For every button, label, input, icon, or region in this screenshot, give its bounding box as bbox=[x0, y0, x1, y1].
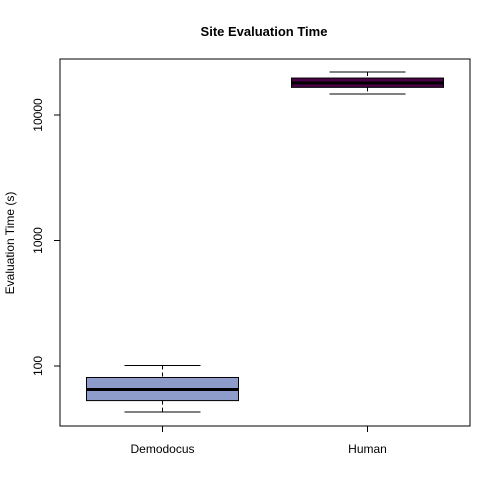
box-demodocus bbox=[86, 364, 239, 413]
y-axis: 100 1000 10000 bbox=[31, 98, 61, 376]
box-human bbox=[291, 71, 444, 95]
boxes bbox=[86, 71, 444, 413]
y-tick-label: 100 bbox=[31, 356, 45, 376]
chart-title: Site Evaluation Time bbox=[201, 24, 328, 39]
y-tick-label: 10000 bbox=[31, 98, 45, 132]
x-tick-label: Human bbox=[348, 442, 387, 456]
y-axis-label: Evaluation Time (s) bbox=[3, 192, 17, 295]
y-tick-label: 1000 bbox=[31, 227, 45, 254]
x-axis: Demodocus Human bbox=[130, 425, 387, 456]
plot-frame bbox=[59, 58, 471, 427]
x-tick-label: Demodocus bbox=[130, 442, 194, 456]
